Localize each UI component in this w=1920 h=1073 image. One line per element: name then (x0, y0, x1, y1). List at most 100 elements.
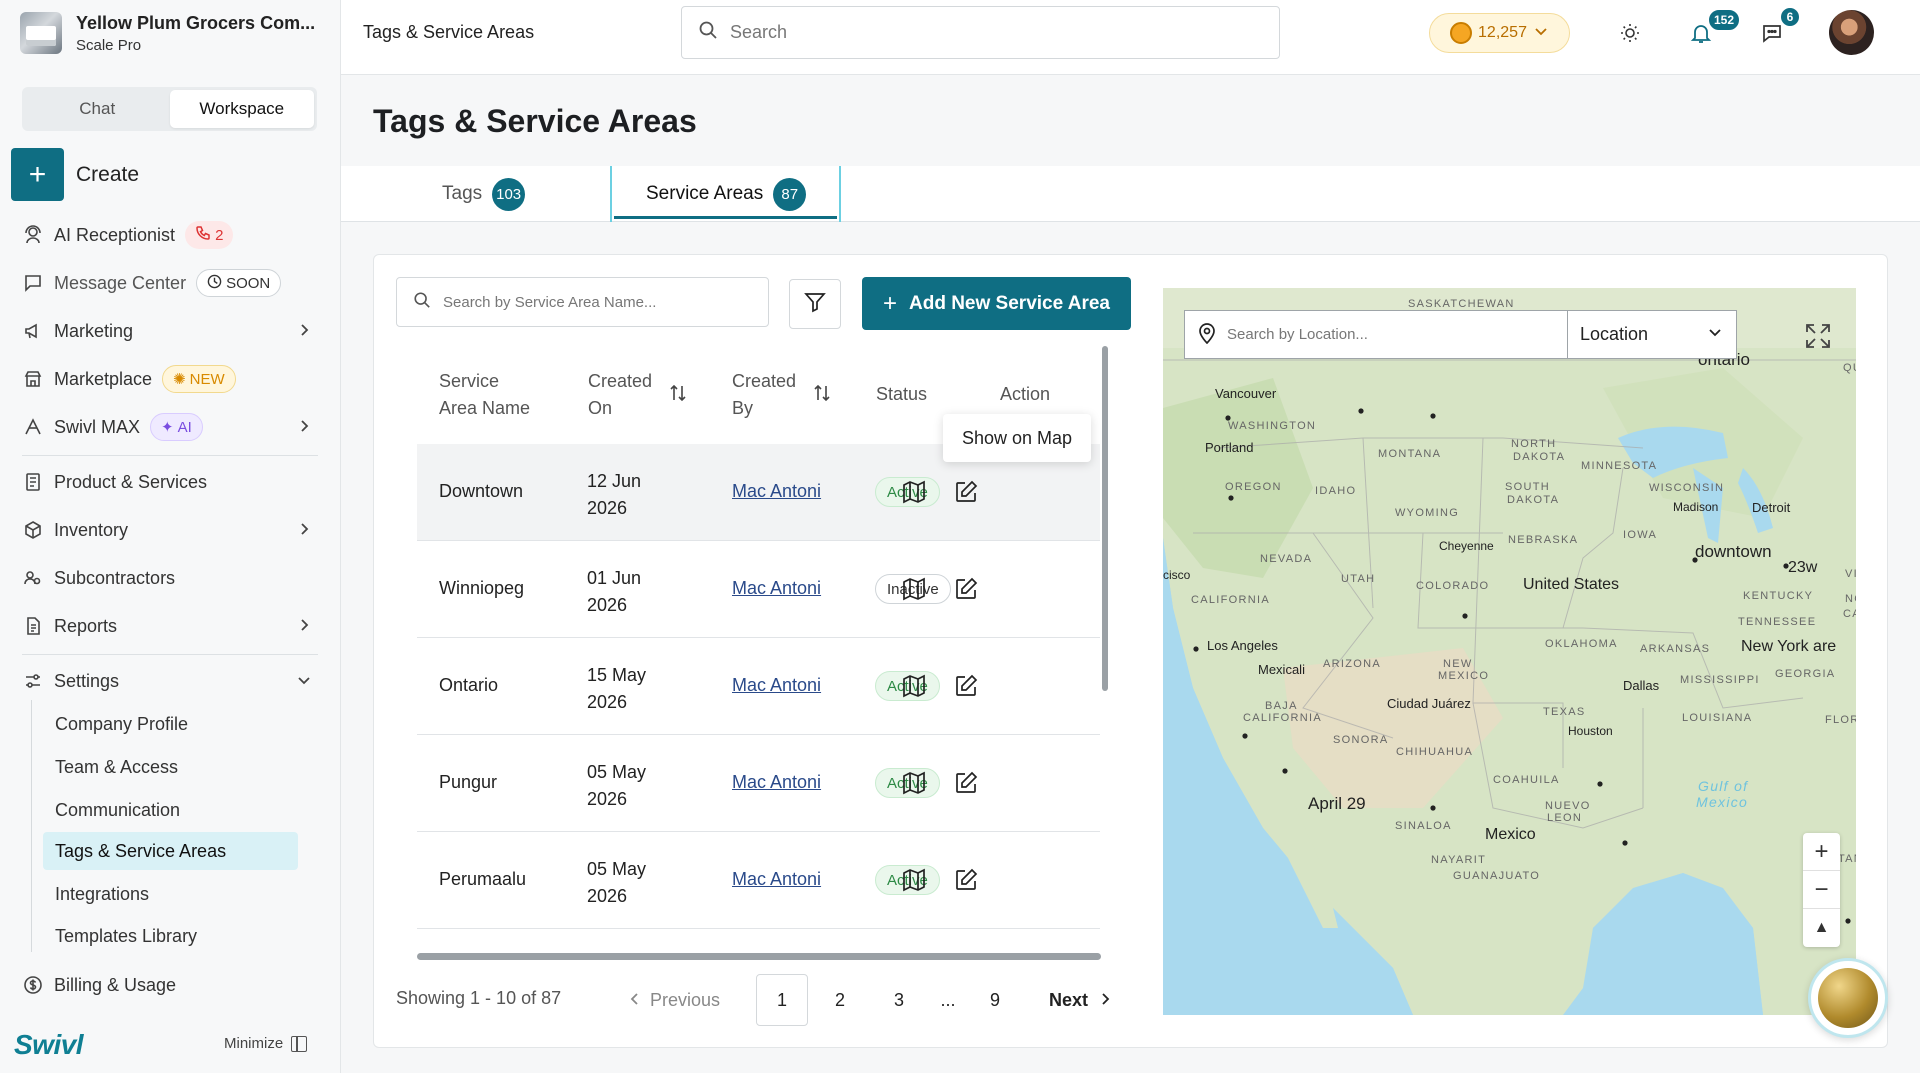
filter-button[interactable] (789, 279, 841, 329)
divider (22, 654, 318, 655)
fullscreen-icon[interactable] (1802, 320, 1834, 352)
service-area-name: Perumaalu (439, 869, 527, 889)
edit-icon[interactable] (952, 769, 980, 797)
map-icon[interactable] (900, 672, 928, 700)
next-page-button[interactable]: Next (1049, 974, 1112, 1026)
messages-icon[interactable] (1758, 19, 1786, 47)
notifications-bell-icon[interactable] (1687, 19, 1715, 47)
add-service-area-button[interactable]: + Add New Service Area (862, 277, 1131, 330)
map-icon[interactable] (900, 769, 928, 797)
sidebar-item-ai-receptionist[interactable]: AI Receptionist 2 (0, 215, 341, 255)
map-label: TEXAS (1543, 706, 1586, 718)
sidebar-item-product-services[interactable]: Product & Services (0, 462, 341, 502)
previous-page-button[interactable]: Previous (628, 974, 720, 1026)
sidebar-item-label: Product & Services (54, 471, 208, 492)
edit-icon[interactable] (952, 478, 980, 506)
created-by-link[interactable]: Mac Antoni (732, 869, 822, 889)
map-icon[interactable] (900, 866, 928, 894)
sidebar-item-settings[interactable]: Settings (0, 661, 341, 701)
map-label: LOUISIANA (1682, 712, 1753, 724)
assistant-launcher-button[interactable] (1808, 958, 1888, 1038)
column-header-created-on[interactable]: Created On (588, 371, 653, 418)
zoom-in-button[interactable]: + (1803, 833, 1840, 871)
sidebar-item-marketplace[interactable]: Marketplace ✺ NEW (0, 359, 341, 399)
sidebar-item-reports[interactable]: Reports (0, 606, 341, 646)
chevron-right-icon (295, 417, 313, 440)
table-row[interactable]: Ontario 15 May 2026 Mac Antoni Active (417, 638, 1100, 735)
map-icon[interactable] (900, 478, 928, 506)
sidebar-item-subcontractors[interactable]: Subcontractors (0, 558, 341, 598)
compass-icon[interactable]: ▲ (1813, 919, 1830, 936)
edit-icon[interactable] (952, 672, 980, 700)
zoom-out-button[interactable]: − (1803, 871, 1840, 909)
table-row[interactable]: Winniopeg 01 Jun 2026 Mac Antoni Inactive (417, 541, 1100, 638)
assistant-orb-icon (1818, 968, 1878, 1028)
created-by-link[interactable]: Mac Antoni (732, 481, 822, 501)
chevron-right-icon (295, 520, 313, 543)
page-9-button[interactable]: 9 (989, 989, 1000, 1010)
message-icon (22, 272, 44, 294)
horizontal-scrollbar[interactable] (417, 953, 1101, 960)
map-label: Ciudad Juárez (1387, 696, 1471, 711)
create-button[interactable]: + Create (11, 148, 139, 201)
page-3-button[interactable]: 3 (893, 989, 904, 1010)
workspace-tab[interactable]: Workspace (169, 90, 314, 128)
map-label: 23w (1788, 559, 1818, 576)
map-icon[interactable] (900, 575, 928, 603)
settings-team-access[interactable]: Team & Access (55, 756, 179, 777)
map-label: MINNESOTA (1581, 460, 1658, 472)
sort-icon[interactable] (811, 382, 833, 409)
map-label: MISSISSIPPI (1680, 674, 1760, 686)
sidebar-item-message-center[interactable]: Message Center SOON (0, 263, 341, 303)
credits-button[interactable]: 12,257 (1429, 13, 1570, 53)
chevron-down-icon (1533, 23, 1549, 44)
location-type-select[interactable]: Location (1568, 323, 1736, 346)
map-zoom-controls: + − ▲ (1803, 833, 1840, 947)
service-area-search-input[interactable]: Search by Service Area Name... (396, 277, 769, 327)
sidebar-item-marketing[interactable]: Marketing (0, 311, 341, 351)
map-label: MONTANA (1378, 448, 1442, 460)
sidebar-item-inventory[interactable]: Inventory (0, 510, 341, 550)
map-label: April 29 (1308, 794, 1366, 813)
settings-tags-service-areas[interactable]: Tags & Service Areas (43, 832, 298, 870)
settings-company-profile[interactable]: Company Profile (55, 713, 189, 734)
page-2-button[interactable]: 2 (834, 989, 845, 1010)
created-by-link[interactable]: Mac Antoni (732, 675, 822, 695)
map-label: OKLAHOMA (1545, 638, 1618, 650)
business-switcher[interactable]: Yellow Plum Grocers Com... Scale Pro (20, 12, 321, 54)
column-header-created-by[interactable]: Created By (732, 371, 797, 418)
table-row[interactable]: Perumaalu 05 May 2026 Mac Antoni Active (417, 832, 1100, 929)
service-area-map[interactable]: SASKATCHEWANCalgaryReginawinnipegontario… (1163, 288, 1856, 1015)
avatar[interactable] (1829, 10, 1874, 55)
credits-count: 12,257 (1478, 24, 1527, 41)
settings-communication[interactable]: Communication (55, 799, 181, 820)
sort-icon[interactable] (667, 382, 689, 409)
vertical-scrollbar[interactable] (1102, 346, 1108, 691)
report-icon (22, 615, 44, 637)
page-ellipsis: ... (940, 989, 956, 1010)
created-by-link[interactable]: Mac Antoni (732, 578, 822, 598)
tab-tags[interactable]: Tags 103 (442, 168, 526, 220)
tab-service-areas[interactable]: Service Areas 87 (646, 168, 807, 220)
created-by-link[interactable]: Mac Antoni (732, 772, 822, 792)
settings-integrations[interactable]: Integrations (55, 883, 150, 904)
edit-icon[interactable] (952, 575, 980, 603)
search-icon (698, 20, 718, 45)
sidebar-item-billing[interactable]: Billing & Usage (0, 965, 341, 1005)
minimize-button[interactable]: Minimize (224, 1035, 308, 1052)
global-search-input[interactable]: Search (681, 6, 1280, 59)
theme-toggle-icon[interactable] (1616, 19, 1644, 47)
sidebar-item-swivl-max[interactable]: Swivl MAX ✦ AI (0, 407, 341, 447)
location-search-input[interactable]: Search by Location... (1185, 311, 1568, 358)
table-row[interactable]: Pungur 05 May 2026 Mac Antoni Active (417, 735, 1100, 832)
breadcrumb: Tags & Service Areas (363, 22, 535, 42)
settings-templates-library[interactable]: Templates Library (55, 925, 198, 946)
map-label: WISCONSIN (1649, 482, 1725, 494)
chat-tab[interactable]: Chat (79, 99, 116, 118)
map-label: QUI (1843, 362, 1856, 374)
map-label: SINALOA (1395, 820, 1452, 832)
page-1-button[interactable]: 1 (756, 974, 808, 1026)
edit-icon[interactable] (952, 866, 980, 894)
map-label: Mexico (1485, 826, 1536, 843)
chevron-right-icon (295, 616, 313, 639)
